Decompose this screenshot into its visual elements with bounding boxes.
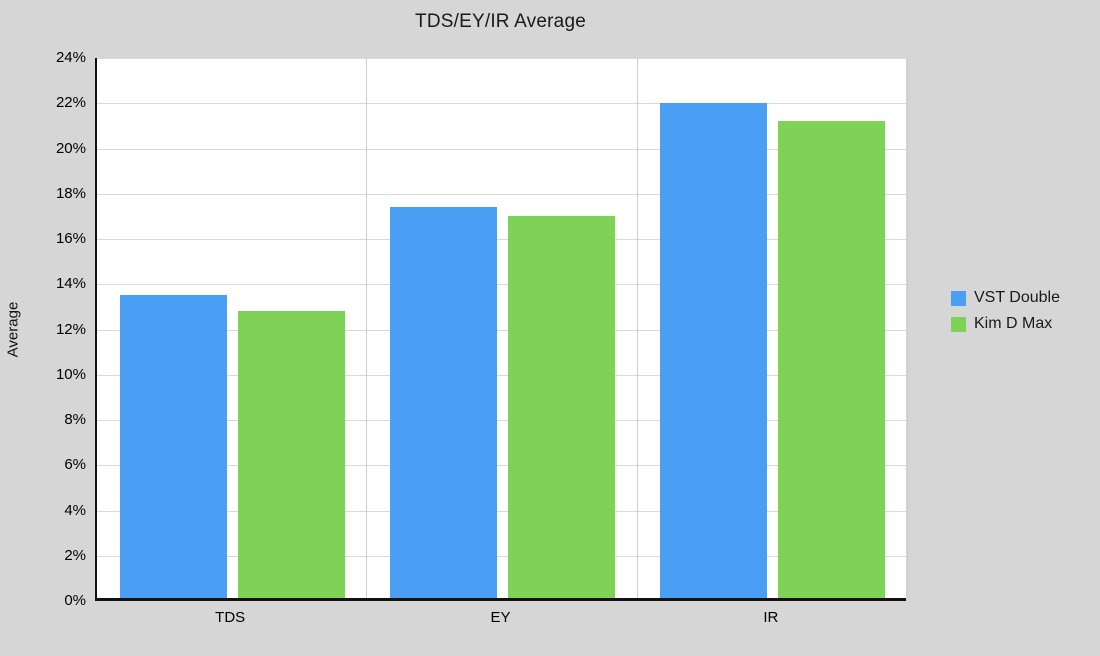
gridline-16pct [97,239,906,240]
gridline-18pct [97,193,906,195]
gridline-12pct [97,329,906,331]
y-tick-label-22pct: 22% [55,94,86,112]
plot-right-border [907,58,908,598]
y-tick-label-14pct: 14% [55,275,86,293]
gridline-14pct [97,284,906,286]
x-tick-label-ir: IR [763,609,779,626]
plot-area [95,58,908,601]
y-tick-label-16pct: 16% [55,230,86,247]
y-tick-label-6pct: 6% [64,456,86,474]
bar-kim-d-max-tds [237,310,345,598]
y-tick-label-8pct: 8% [64,411,86,428]
gridline-20pct [97,148,906,150]
bar-kim-d-max-ey [508,215,615,598]
y-tick-label-20pct: 20% [55,139,86,157]
bar-vst-double-ir [660,102,768,598]
chart-title: TDS/EY/IR Average [415,11,586,32]
bar-vst-double-tds [119,294,227,598]
category-separator [636,58,638,598]
legend-swatch-kim-d-max [951,316,966,332]
bar-kim-d-max-ir [778,120,886,598]
legend-label-kim-d-max: Kim D Max [974,315,1053,332]
x-tick-label-ey: EY [490,609,511,626]
y-tick-label-18pct: 18% [55,184,86,202]
gridline-8pct [97,420,906,421]
legend: VST Double Kim D Max [951,289,1060,341]
category-separator [366,58,368,598]
y-tick-label-2pct: 2% [64,546,86,564]
legend-label-vst-double: VST Double [974,289,1060,306]
gridline-24pct [97,58,906,59]
gridline-22pct [97,103,906,105]
gridline-10pct [97,374,906,376]
gridline-2pct [97,555,906,557]
y-tick-label-12pct: 12% [55,320,86,338]
gridline-6pct [97,465,906,467]
gridline-4pct [97,510,906,512]
y-tick-label-4pct: 4% [64,501,86,519]
y-tick-label-10pct: 10% [55,365,86,383]
y-tick-label-0pct: 0% [64,592,86,609]
y-tick-label-24pct: 24% [55,49,86,66]
bar-vst-double-ey [390,206,497,598]
legend-item-kim-d-max: Kim D Max [951,315,1060,333]
legend-item-vst-double: VST Double [951,289,1060,307]
legend-swatch-vst-double [951,290,966,306]
x-tick-label-tds: TDS [215,609,246,626]
